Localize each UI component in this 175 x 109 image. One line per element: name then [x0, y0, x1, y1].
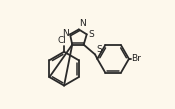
Text: S: S — [96, 45, 102, 54]
Text: Cl: Cl — [58, 36, 67, 45]
Text: N: N — [79, 19, 86, 28]
Text: N: N — [62, 29, 69, 38]
Text: Br: Br — [131, 54, 141, 63]
Text: S: S — [88, 30, 94, 39]
